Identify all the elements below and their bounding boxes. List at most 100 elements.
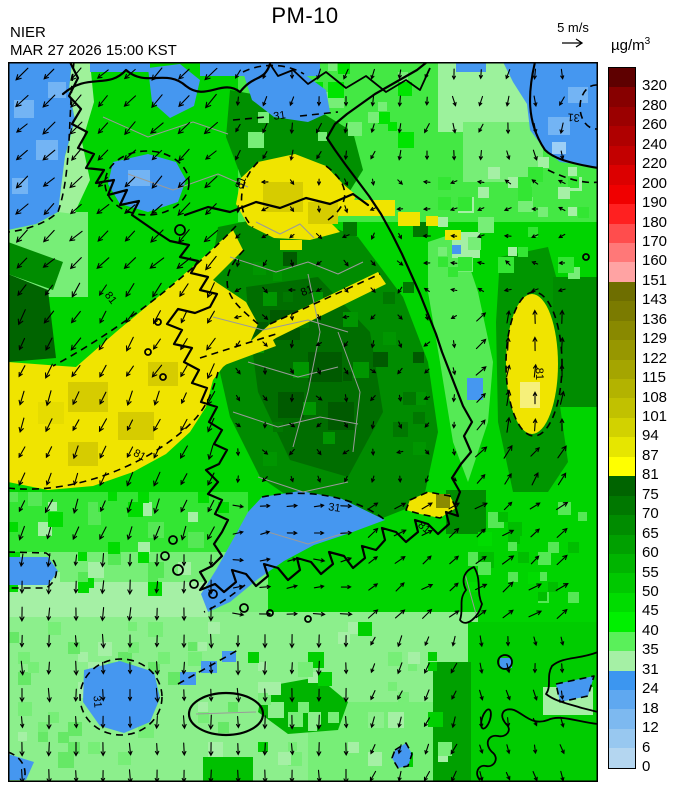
wind-arrow xyxy=(177,122,191,135)
colorbar-tick-label: 129 xyxy=(642,330,668,348)
coastline-japan-kyushu xyxy=(476,708,599,781)
wind-arrow xyxy=(180,499,188,513)
wind-arrow xyxy=(344,394,349,403)
wind-arrow xyxy=(43,68,55,80)
colorbar-tick-label: 280 xyxy=(642,96,668,114)
wind-arrow xyxy=(476,312,487,322)
wind-arrow xyxy=(342,449,350,455)
wind-arrow xyxy=(232,558,245,563)
wind-arrow xyxy=(69,203,82,215)
wind-arrow xyxy=(397,149,402,161)
wind-arrow xyxy=(475,583,488,591)
wind-arrow xyxy=(20,716,25,729)
wind-arrow xyxy=(367,502,379,510)
noise-cell xyxy=(138,722,154,738)
wind-arrow xyxy=(154,553,160,567)
wind-arrow xyxy=(370,68,375,80)
noise-cell xyxy=(88,562,104,578)
wind-arrow xyxy=(73,607,79,622)
wind-arrow xyxy=(397,123,402,134)
wind-arrow xyxy=(18,446,26,459)
noise-cell xyxy=(488,512,498,522)
wind-arrow xyxy=(316,422,322,428)
noise-cell xyxy=(288,742,297,751)
noise-cell xyxy=(438,197,451,210)
colorbar-tick-label: 320 xyxy=(642,77,668,95)
wind-arrow xyxy=(151,67,163,81)
noise-cell xyxy=(478,562,491,575)
wind-arrow xyxy=(262,634,268,649)
wind-arrow xyxy=(74,635,79,648)
wind-arrow xyxy=(556,554,568,566)
colorbar-tick-label: 180 xyxy=(642,213,668,231)
wind-arrow xyxy=(176,257,192,270)
wind-arrow xyxy=(154,607,160,621)
wind-arrow xyxy=(559,418,565,432)
wind-arrow xyxy=(503,233,512,239)
noise-cell xyxy=(518,552,529,563)
noise-cell xyxy=(258,742,268,752)
noise-cell xyxy=(58,732,69,743)
noise-cell xyxy=(438,217,448,227)
wind-arrow xyxy=(125,283,135,298)
wind-arrow xyxy=(394,609,406,619)
colorbar-cell xyxy=(609,573,635,593)
wind-arrow xyxy=(260,179,269,185)
wind-arrow xyxy=(476,419,486,431)
wind-arrow xyxy=(154,715,160,730)
wind-arrow xyxy=(70,337,82,351)
noise-cell xyxy=(48,712,59,723)
wind-arrow xyxy=(452,340,457,349)
wind-arrow xyxy=(344,205,349,214)
wind-arrow xyxy=(127,553,133,567)
noise-cell xyxy=(208,622,220,634)
colorbar-cell xyxy=(609,476,635,496)
wind-arrow xyxy=(339,611,353,617)
wind-arrow xyxy=(259,584,272,589)
noise-cell xyxy=(128,642,139,653)
wind-arrow xyxy=(532,336,538,352)
wind-arrow xyxy=(450,743,458,755)
wind-arrow xyxy=(532,391,538,405)
noise-cell xyxy=(383,292,395,304)
noise-cell xyxy=(468,157,479,168)
wind-arrow xyxy=(178,148,190,162)
wind-arrow xyxy=(127,689,133,702)
noise-cell xyxy=(58,752,74,768)
contour-label: 81 xyxy=(102,290,119,307)
wind-arrow xyxy=(370,636,376,646)
wind-arrow xyxy=(370,232,375,240)
wind-arrow xyxy=(180,418,188,432)
wind-arrow xyxy=(370,663,376,674)
noise-cell xyxy=(198,642,207,651)
colorbar-tick-label: 87 xyxy=(642,446,659,464)
wind-arrow xyxy=(153,525,161,541)
wind-arrow xyxy=(316,688,322,702)
noise-cell xyxy=(478,532,492,546)
wind-arrow xyxy=(477,287,485,293)
colorbar-tick-label: 70 xyxy=(642,505,659,523)
wind-arrow xyxy=(288,448,295,456)
wind-arrow xyxy=(153,445,161,459)
wind-arrow xyxy=(532,771,538,782)
colorbar-cell xyxy=(609,340,635,360)
wind-arrow xyxy=(529,502,541,510)
wind-arrow xyxy=(16,257,28,269)
wind-arrow xyxy=(424,449,430,455)
wind-arrow xyxy=(531,261,539,265)
wind-reference-label: 5 m/s xyxy=(557,20,589,35)
wind-arrow xyxy=(100,715,106,729)
noise-cell xyxy=(428,652,437,661)
wind-arrow xyxy=(180,525,187,541)
wind-arrow xyxy=(289,69,295,80)
noise-cell xyxy=(418,642,431,655)
noise-cell xyxy=(413,442,426,455)
wind-arrow xyxy=(208,714,214,730)
wind-arrow xyxy=(448,502,461,510)
wind-arrow xyxy=(70,94,82,108)
noise-cell xyxy=(108,552,121,565)
wind-arrow xyxy=(153,310,161,325)
noise-cell xyxy=(198,712,209,723)
coastline-korea xyxy=(67,60,474,594)
wind-arrow xyxy=(397,662,403,675)
